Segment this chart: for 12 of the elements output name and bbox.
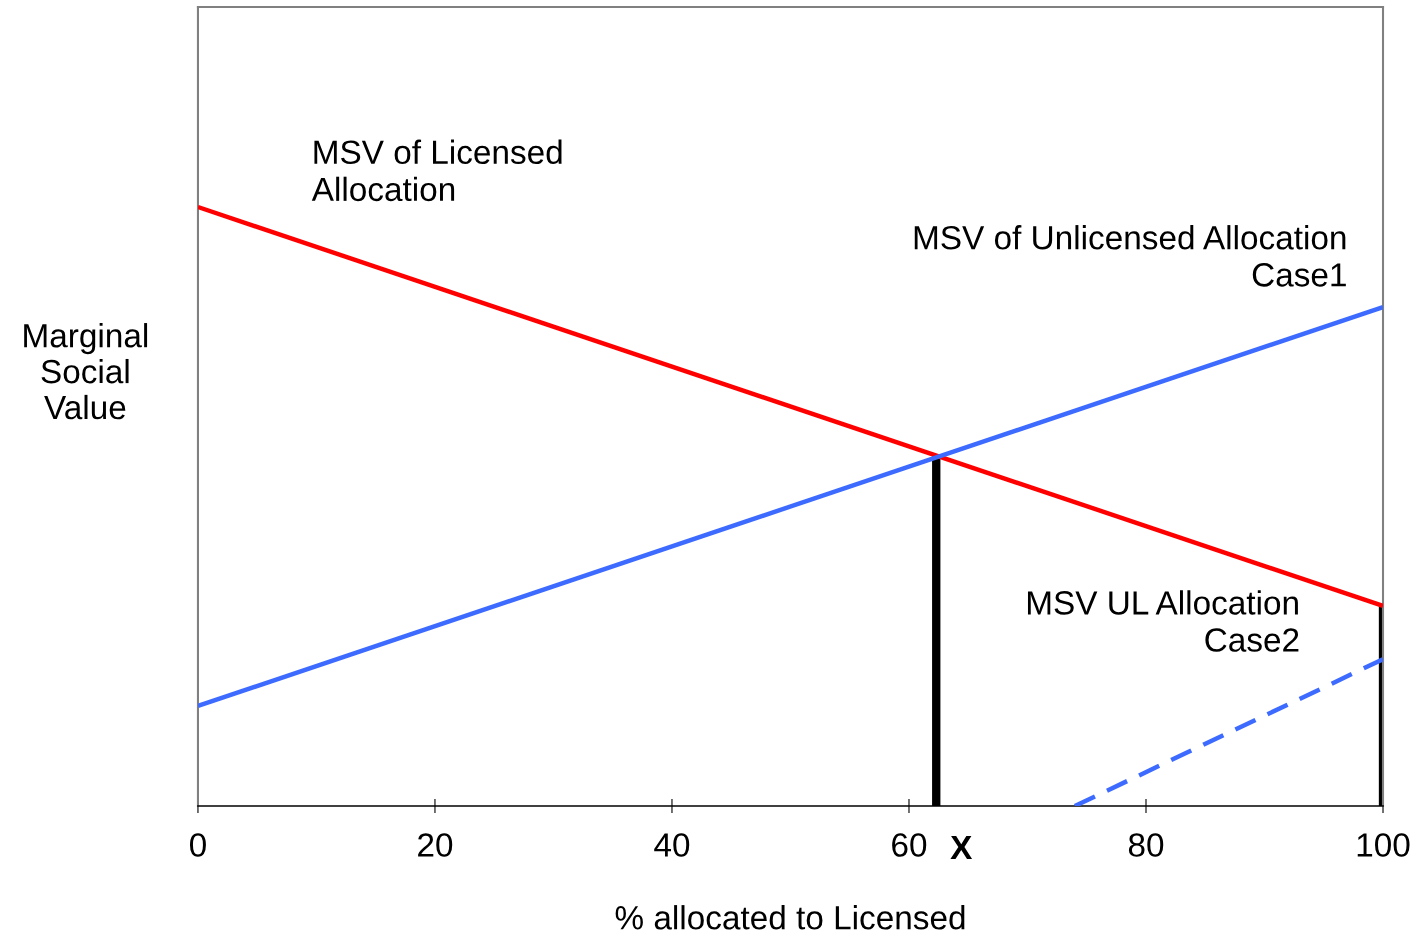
x-tick-label: 100 [1357,833,1410,857]
annotation: MSV UL Allocation Case2 [1027,590,1299,652]
annotation: MSV of Unlicensed Allocation Case1 [914,225,1346,287]
y-axis-title: Marginal Social Value [24,323,148,420]
x-tick-label: 20 [418,833,453,857]
x-tick-label: 80 [1128,833,1164,857]
x-tick-label: 0 [189,833,206,857]
annotation: X [950,836,973,860]
x-tick-label: 40 [654,833,690,857]
text: MSV of Licensed Allocation [311,139,562,202]
x-tick-label: 60 [892,833,927,857]
x-axis-title: % allocated to Licensed [615,905,965,930]
